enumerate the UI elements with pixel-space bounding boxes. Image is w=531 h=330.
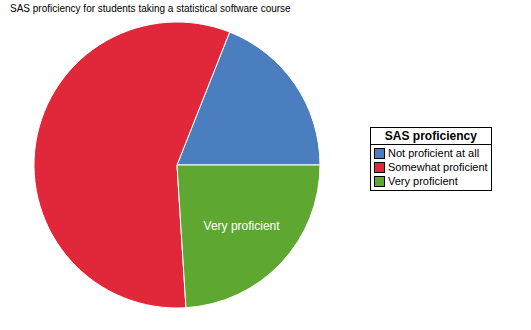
html-text:SAS proficiency for students t: SAS proficiency for students taking a st… [10,3,291,14]
svg-text:Very proficient: Very proficient [204,219,281,233]
html-text:Somewhat proficient: Somewhat proficient [388,161,488,173]
html-text:SAS proficiency: SAS proficiency [384,129,477,143]
html-text:Very proficient: Very proficient [388,175,458,187]
html-text:Not proficient at all: Not proficient at all [388,147,480,159]
